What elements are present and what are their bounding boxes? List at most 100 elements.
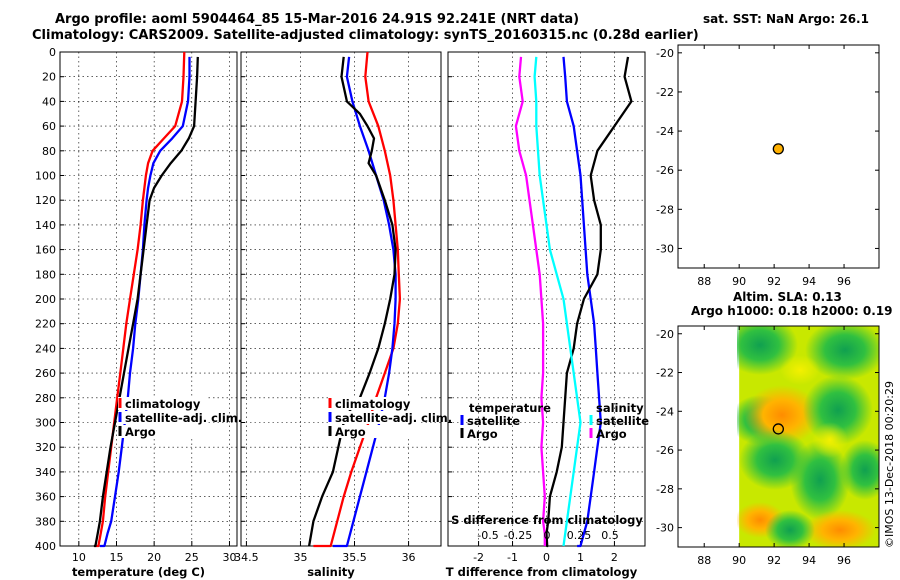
sal-x-tick-label: 36 xyxy=(402,551,416,564)
depth-tick-label: 240 xyxy=(35,342,56,355)
depth-tick-label: 260 xyxy=(35,367,56,380)
sst-y-tick-label: -26 xyxy=(656,164,674,177)
sla-y-tick-label: -28 xyxy=(656,483,674,496)
sla-y-tick-label: -26 xyxy=(656,444,674,457)
temp-series-climatology xyxy=(95,51,186,548)
depth-tick-label: 100 xyxy=(35,170,56,183)
diff-x-tick-label: 1 xyxy=(577,551,584,564)
sla-heatmap-blob xyxy=(804,510,876,547)
temp-legend-bg xyxy=(118,425,208,438)
depth-tick-label: 20 xyxy=(42,71,56,84)
sal-series-argo xyxy=(307,56,397,547)
temp-x-tick-label: 25 xyxy=(185,551,199,564)
sst-y-tick-label: -30 xyxy=(656,242,674,255)
sst-x-tick-label: 94 xyxy=(802,275,816,288)
diff-x-tick-label: 0 xyxy=(543,551,550,564)
sla-y-tick-label: -24 xyxy=(656,405,674,418)
sla-map-title: Altim. SLA: 0.13 xyxy=(733,290,842,304)
sst-map-frame xyxy=(677,44,880,269)
diff-x-tick-label: -1 xyxy=(507,551,518,564)
figure-title-line-2: Climatology: CARS2009. Satellite-adjuste… xyxy=(32,28,699,43)
copyright-stamp: ©IMOS 13-Dec-2018 00:20:29 xyxy=(883,381,896,548)
temp-x-tick-label: 10 xyxy=(72,551,86,564)
sal-series-climatology xyxy=(313,51,402,548)
diff-series-temperature-argo xyxy=(545,56,633,548)
diff-x-tick-label: -2 xyxy=(473,551,484,564)
sst-x-tick-label: 96 xyxy=(837,275,851,288)
diff-series-salinity-satellite xyxy=(533,56,582,547)
sla-x-tick-label: 88 xyxy=(697,554,711,567)
sla-heatmap-blob xyxy=(805,326,879,380)
sla-x-tick-label: 90 xyxy=(732,554,746,567)
depth-tick-label: 60 xyxy=(42,120,56,133)
temp-legend-label: climatology xyxy=(125,397,201,411)
diff-legend-left-label: satellite xyxy=(467,414,520,428)
sla-heatmap-blob xyxy=(744,385,820,445)
depth-tick-label: 220 xyxy=(35,318,56,331)
depth-tick-label: 280 xyxy=(35,392,56,405)
depth-tick-label: 180 xyxy=(35,268,56,281)
sal-legend-bg xyxy=(328,425,418,438)
depth-tick-label: 200 xyxy=(35,293,56,306)
sst-map-title: sat. SST: NaN Argo: 26.1 xyxy=(703,12,869,26)
sal-legend-bg xyxy=(328,411,418,424)
depth-tick-label: 340 xyxy=(35,466,56,479)
depth-tick-label: 40 xyxy=(42,95,56,108)
depth-tick-label: 400 xyxy=(35,540,56,553)
sst-x-tick-label: 90 xyxy=(732,275,746,288)
temp-legend-label: satellite-adj. clim. xyxy=(125,411,242,425)
sal-legend-label: climatology xyxy=(335,397,411,411)
sst-x-tick-label: 92 xyxy=(767,275,781,288)
sst-x-tick-label: 88 xyxy=(697,275,711,288)
sla-y-tick-label: -30 xyxy=(656,522,674,535)
sla-x-tick-label: 96 xyxy=(837,554,851,567)
temp-x-axis-label: temperature (deg C) xyxy=(72,565,205,579)
diff-top-tick-label: -0.5 xyxy=(477,529,498,542)
depth-tick-label: 160 xyxy=(35,244,56,257)
sst-y-tick-label: -24 xyxy=(656,125,674,138)
diff-top-tick-label: 0.25 xyxy=(567,529,592,542)
sal-x-tick-label: 35.5 xyxy=(342,551,367,564)
temp-legend-label: Argo xyxy=(125,425,156,439)
diff-top-tick-label: 0 xyxy=(544,529,551,542)
sla-map-subtitle: Argo h1000: 0.18 h2000: 0.19 xyxy=(691,304,893,318)
sal-legend-label: Argo xyxy=(335,425,366,439)
sla-float-position-marker xyxy=(772,423,784,435)
diff-legend-right-label: salinity xyxy=(596,401,644,415)
temp-x-tick-label: 30 xyxy=(222,551,236,564)
depth-tick-label: 360 xyxy=(35,491,56,504)
diff-legend-left-label: Argo xyxy=(467,427,498,441)
diff-top-tick-label: -0.25 xyxy=(504,529,532,542)
sal-x-tick-label: 35 xyxy=(293,551,307,564)
sal-x-tick-label: 34.5 xyxy=(234,551,259,564)
sst-float-position-marker xyxy=(772,143,784,155)
diff-x-tick-label: 2 xyxy=(611,551,618,564)
diff-legend-right-label: satellite xyxy=(596,414,649,428)
sla-heatmap xyxy=(737,326,879,547)
temp-series-argo xyxy=(93,56,199,548)
sal-legend-label: satellite-adj. clim. xyxy=(335,411,452,425)
sst-y-tick-label: -20 xyxy=(656,47,674,60)
temp-legend-bg xyxy=(118,397,208,410)
diff-top-tick-label: 0.5 xyxy=(601,529,619,542)
sla-heatmap-blob xyxy=(765,510,815,547)
temp-plot-frame xyxy=(59,51,238,547)
sal-legend-bg xyxy=(328,397,418,410)
sla-x-tick-label: 92 xyxy=(767,554,781,567)
diff-series-temperature-satellite xyxy=(562,56,602,548)
sla-heatmap-blob xyxy=(790,440,850,520)
temp-x-tick-label: 15 xyxy=(109,551,123,564)
figure-title-line-1: Argo profile: aoml 5904464_85 15-Mar-201… xyxy=(55,12,580,27)
depth-tick-label: 320 xyxy=(35,441,56,454)
sal-x-axis-label: salinity xyxy=(307,565,355,579)
sla-x-tick-label: 94 xyxy=(802,554,816,567)
sla-heatmap-blob xyxy=(840,440,879,500)
depth-tick-label: 140 xyxy=(35,219,56,232)
diff-x-axis-label: T difference from climatology xyxy=(446,565,638,579)
diff-series-salinity-argo xyxy=(514,56,546,546)
depth-tick-label: 120 xyxy=(35,194,56,207)
diff-legend-left-label: temperature xyxy=(469,401,551,415)
sla-heatmap-blob xyxy=(812,422,848,458)
sst-y-tick-label: -22 xyxy=(656,86,674,99)
sla-y-tick-label: -20 xyxy=(656,328,674,341)
